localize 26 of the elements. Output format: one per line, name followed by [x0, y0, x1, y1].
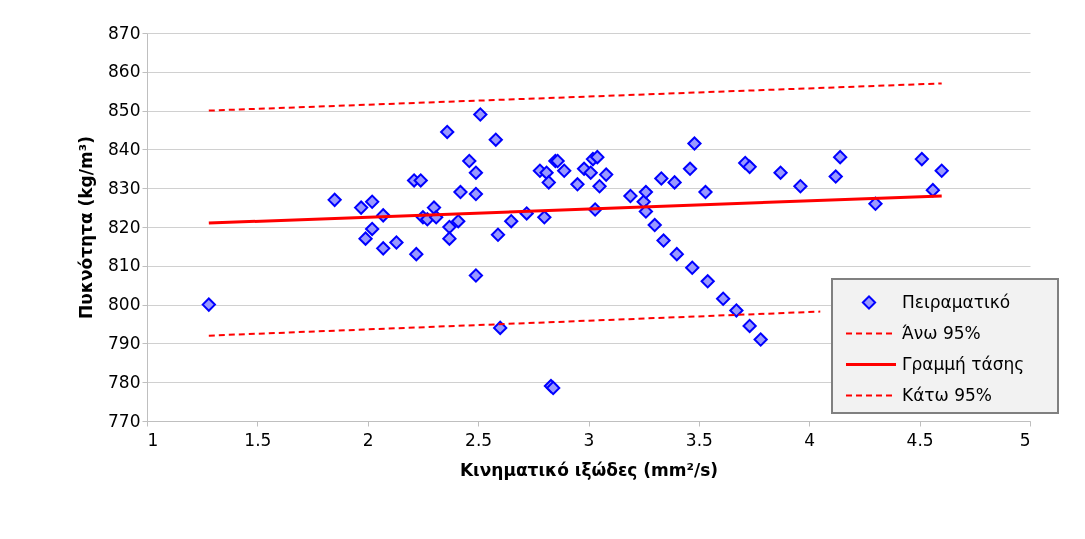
x-tick-label: 1.5 — [244, 429, 272, 450]
x-tick-label: 4.5 — [906, 429, 934, 450]
y-tick-label: 830 — [108, 177, 141, 198]
x-tick-label: 3 — [583, 429, 595, 450]
y-tick-label: 840 — [108, 138, 141, 159]
y-tick-label: 870 — [108, 22, 141, 43]
x-tick-label: 1 — [147, 429, 159, 450]
y-axis-title: Πυκνότητα (kg/m³) — [76, 136, 97, 319]
y-tick-label: 850 — [108, 100, 141, 121]
legend-label: Γραμμή τάσης — [902, 353, 1025, 374]
legend-label: Πειραματικό — [902, 291, 1011, 312]
y-tick-label: 770 — [108, 410, 141, 431]
y-tick-label: 860 — [108, 61, 141, 82]
x-tick-label: 4 — [804, 429, 816, 450]
y-tick-label: 790 — [108, 332, 141, 353]
legend-label: Κάτω 95% — [902, 384, 993, 405]
y-tick-label: 780 — [108, 371, 141, 392]
x-tick-label: 2.5 — [465, 429, 493, 450]
x-axis-title: Κινηματικό ιξώδες (mm²/s) — [459, 459, 719, 480]
y-tick-label: 820 — [108, 216, 141, 237]
x-tick-label: 2 — [362, 429, 374, 450]
y-tick-label: 810 — [108, 255, 141, 276]
x-tick-label: 5 — [1019, 429, 1031, 450]
legend-label: Άνω 95% — [902, 322, 981, 343]
y-tick-label: 800 — [108, 294, 141, 315]
x-tick-label: 3.5 — [685, 429, 713, 450]
